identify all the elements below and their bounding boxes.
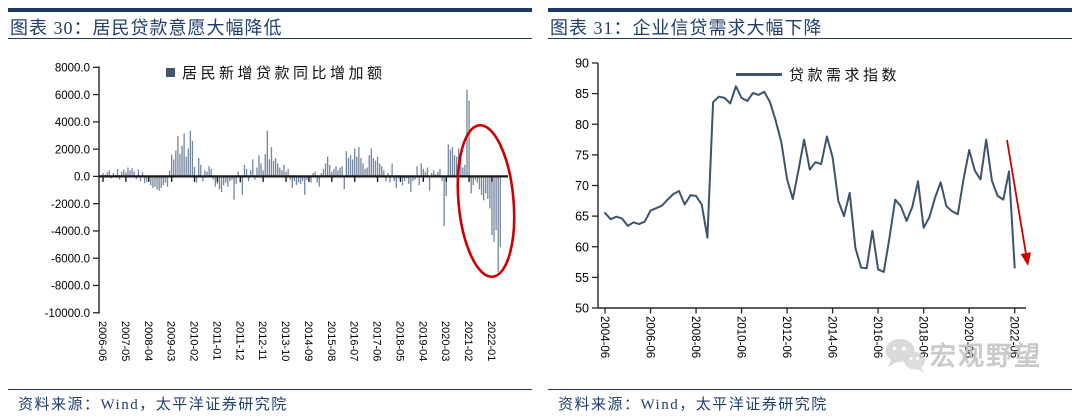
svg-text:75: 75 — [575, 148, 589, 162]
red-ellipse-annotation — [456, 123, 516, 279]
line-legend-label: 贷款需求指数 — [789, 68, 901, 84]
svg-text:-2000.0: -2000.0 — [51, 199, 90, 211]
watermark-text: 宏观野望 — [930, 341, 1043, 371]
svg-text:2021-02: 2021-02 — [462, 321, 474, 361]
figure-30-source: 资料来源：Wind，太平洋证券研究院 — [18, 397, 288, 413]
figure-31-panel: 图表 31：企业信贷需求大幅下降 90 85 80 75 70 65 60 55 50 2004-… — [548, 6, 1072, 416]
x-axis: 2006-06 2007-05 2008-04 2009-03 2010-02 2011-… — [96, 175, 508, 361]
watermark: 宏观野望 — [884, 336, 1042, 373]
svg-text:2012-06: 2012-06 — [780, 316, 792, 358]
panel-top-rule — [8, 8, 532, 12]
svg-text:2022-01: 2022-01 — [485, 321, 497, 361]
bar-series — [102, 89, 501, 272]
svg-text:2006-06: 2006-06 — [644, 316, 656, 358]
svg-text:2015-08: 2015-08 — [325, 321, 337, 361]
svg-text:2000.0: 2000.0 — [55, 144, 90, 156]
bar-chart-area: 8000.0 6000.0 4000.0 2000.0 0.0 -2000.0 -4000.… — [8, 40, 532, 386]
svg-text:2006-06: 2006-06 — [96, 321, 108, 361]
svg-text:2012-11: 2012-11 — [256, 321, 268, 361]
svg-text:0.0: 0.0 — [74, 172, 90, 184]
svg-text:2008-06: 2008-06 — [689, 316, 701, 358]
source-divider — [548, 389, 1072, 390]
figure-30-panel: 图表 30：居民贷款意愿大幅降低 8000.0 6000.0 4000.0 2000.… — [8, 6, 532, 416]
svg-text:80: 80 — [575, 118, 589, 132]
svg-text:90: 90 — [575, 57, 589, 71]
svg-text:2009-03: 2009-03 — [165, 321, 177, 361]
svg-text:-8000.0: -8000.0 — [51, 281, 90, 293]
svg-text:-6000.0: -6000.0 — [51, 253, 90, 265]
svg-text:85: 85 — [575, 87, 589, 101]
svg-text:2008-04: 2008-04 — [142, 321, 154, 361]
y-axis: 8000.0 6000.0 4000.0 2000.0 0.0 -2000.0 -4000.… — [45, 63, 100, 320]
line-chart-area: 90 85 80 75 70 65 60 55 50 2004-06 2006-06 2008-06 2… — [548, 40, 1072, 386]
svg-text:2019-04: 2019-04 — [416, 321, 428, 361]
svg-text:50: 50 — [575, 302, 589, 316]
y-axis: 90 85 80 75 70 65 60 55 50 — [575, 57, 599, 316]
source-divider — [8, 389, 532, 390]
bar-legend-label: 居民新增贷款同比增加额 — [182, 66, 386, 82]
svg-text:2018-06: 2018-06 — [917, 316, 929, 358]
panel-top-rule — [548, 8, 1072, 12]
household-loan-bar-chart: 8000.0 6000.0 4000.0 2000.0 0.0 -2000.0 -4000.… — [45, 63, 516, 361]
svg-text:2011-01: 2011-01 — [210, 321, 222, 361]
legend-square-marker — [166, 68, 175, 77]
svg-text:2010-06: 2010-06 — [735, 316, 747, 358]
title-underline — [548, 38, 1072, 39]
svg-text:-4000.0: -4000.0 — [51, 226, 90, 238]
x-axis: 2004-06 2006-06 2008-06 2010-06 2012-06 2014-… — [598, 307, 1026, 358]
svg-text:55: 55 — [575, 271, 589, 285]
svg-text:2011-12: 2011-12 — [233, 321, 245, 361]
loan-demand-line — [604, 85, 1016, 273]
wechat-icon — [885, 338, 925, 372]
svg-text:6000.0: 6000.0 — [55, 90, 90, 102]
svg-text:2013-10: 2013-10 — [279, 321, 291, 361]
svg-text:2018-05: 2018-05 — [393, 321, 405, 361]
svg-text:4000.0: 4000.0 — [55, 117, 90, 129]
svg-text:-10000.0: -10000.0 — [45, 308, 90, 320]
svg-text:2007-05: 2007-05 — [119, 321, 131, 361]
figure-31-title: 图表 31：企业信贷需求大幅下降 — [550, 18, 823, 38]
bar-chart-legend: 居民新增贷款同比增加额 — [166, 62, 386, 83]
line-chart-legend: 贷款需求指数 — [736, 64, 900, 85]
figure-31-source: 资料来源：Wind，太平洋证券研究院 — [558, 397, 828, 413]
svg-text:2010-02: 2010-02 — [188, 321, 200, 361]
figure-30-title: 图表 30：居民贷款意愿大幅降低 — [10, 18, 283, 38]
svg-text:2020-03: 2020-03 — [439, 321, 451, 361]
svg-text:2017-06: 2017-06 — [371, 321, 383, 361]
svg-text:8000.0: 8000.0 — [55, 63, 90, 75]
legend-line-marker — [736, 73, 782, 76]
svg-text:2022-06: 2022-06 — [1008, 316, 1020, 358]
svg-text:60: 60 — [575, 240, 589, 254]
svg-text:2014-09: 2014-09 — [302, 321, 314, 361]
svg-text:2014-06: 2014-06 — [826, 316, 838, 358]
svg-text:2016-06: 2016-06 — [871, 316, 883, 358]
svg-text:70: 70 — [575, 179, 589, 193]
title-underline — [8, 38, 532, 39]
svg-text:2004-06: 2004-06 — [598, 316, 610, 358]
svg-text:65: 65 — [575, 210, 589, 224]
svg-text:2016-07: 2016-07 — [348, 321, 360, 361]
svg-text:2020-06: 2020-06 — [962, 316, 974, 358]
red-arrow-annotation — [1006, 139, 1031, 266]
